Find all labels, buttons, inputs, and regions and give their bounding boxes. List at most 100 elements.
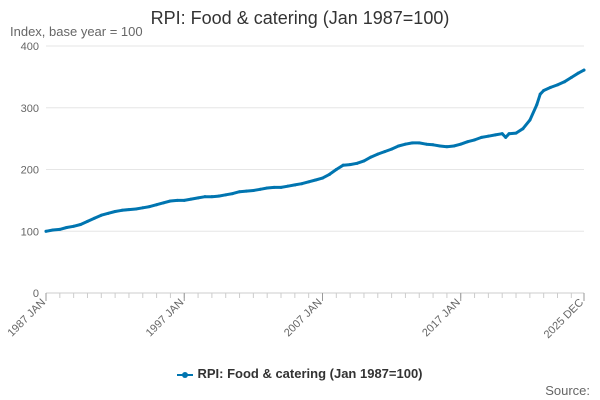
data-point[interactable] [244, 189, 248, 193]
data-point[interactable] [279, 185, 283, 189]
data-point[interactable] [134, 207, 138, 211]
data-point[interactable] [362, 159, 366, 163]
data-point[interactable] [504, 135, 508, 139]
legend[interactable]: RPI: Food & catering (Jan 1987=100) [0, 366, 600, 381]
series-line [44, 68, 586, 233]
data-point[interactable] [300, 182, 304, 186]
data-point[interactable] [334, 168, 338, 171]
data-point[interactable] [127, 208, 131, 212]
data-point[interactable] [403, 142, 407, 146]
data-point[interactable] [113, 209, 117, 213]
y-tick-label: 400 [21, 41, 39, 53]
data-point[interactable] [348, 163, 352, 167]
data-point[interactable] [438, 144, 442, 148]
data-point[interactable] [576, 71, 580, 75]
data-point[interactable] [424, 142, 428, 146]
x-tick-label: 2017 JAN [420, 297, 463, 340]
data-point[interactable] [196, 196, 200, 200]
data-point[interactable] [265, 186, 269, 190]
data-point[interactable] [162, 201, 166, 205]
data-point[interactable] [417, 141, 421, 145]
data-point[interactable] [251, 188, 255, 192]
data-point[interactable] [258, 187, 262, 191]
data-point[interactable] [562, 80, 566, 84]
data-point[interactable] [507, 132, 511, 136]
data-point[interactable] [555, 83, 559, 87]
data-point[interactable] [85, 219, 89, 223]
data-point[interactable] [72, 224, 76, 228]
data-point[interactable] [376, 152, 380, 156]
data-point[interactable] [500, 132, 504, 136]
data-point[interactable] [224, 193, 228, 197]
data-point[interactable] [141, 206, 145, 210]
data-point[interactable] [431, 143, 435, 147]
data-point[interactable] [182, 198, 186, 202]
data-point[interactable] [79, 222, 83, 226]
x-tick-label: 2025 DEC [542, 297, 586, 341]
data-point[interactable] [479, 135, 483, 139]
source-label: Source: [545, 383, 590, 398]
data-point[interactable] [369, 155, 373, 159]
data-point[interactable] [203, 195, 207, 199]
data-point[interactable] [168, 199, 172, 203]
data-point[interactable] [410, 141, 414, 145]
data-point[interactable] [307, 180, 311, 184]
data-point[interactable] [286, 184, 290, 188]
data-point[interactable] [466, 140, 470, 144]
data-point[interactable] [92, 216, 96, 220]
y-tick-label: 100 [21, 226, 39, 238]
data-point[interactable] [320, 176, 324, 180]
data-point[interactable] [341, 163, 345, 167]
data-point[interactable] [521, 127, 525, 131]
data-point[interactable] [493, 133, 497, 137]
data-point[interactable] [44, 229, 48, 233]
data-point[interactable] [459, 142, 463, 146]
data-point[interactable] [397, 144, 401, 148]
data-point[interactable] [175, 198, 179, 202]
x-tick-label: 2007 JAN [282, 297, 325, 340]
data-point[interactable] [355, 161, 359, 165]
data-point[interactable] [106, 211, 110, 215]
data-point[interactable] [383, 150, 387, 154]
data-point[interactable] [528, 118, 532, 122]
y-tick-label: 300 [21, 103, 39, 115]
y-axis-label: Index, base year = 100 [10, 24, 143, 39]
data-point[interactable] [473, 138, 477, 142]
data-point[interactable] [238, 190, 242, 194]
data-point[interactable] [486, 134, 490, 138]
x-tick-labels: 1987 JAN 1997 JAN 2007 JAN 2017 JAN 2025 DEC [5, 297, 586, 341]
y-tick-labels: 0 100 200 300 400 [21, 41, 39, 300]
data-point[interactable] [189, 197, 193, 201]
x-axis [45, 292, 585, 301]
data-point[interactable] [542, 88, 546, 92]
data-point[interactable] [535, 103, 539, 107]
data-point[interactable] [445, 145, 449, 149]
data-point[interactable] [514, 131, 518, 135]
data-point[interactable] [314, 178, 318, 182]
x-tick-label: 1997 JAN [144, 297, 187, 340]
data-point[interactable] [231, 192, 235, 196]
data-point[interactable] [51, 228, 55, 232]
data-point[interactable] [148, 205, 152, 209]
data-point[interactable] [549, 85, 553, 89]
data-point[interactable] [120, 208, 124, 212]
data-point[interactable] [538, 92, 542, 96]
data-point[interactable] [272, 185, 276, 189]
gridlines [46, 45, 584, 232]
data-point[interactable] [327, 172, 331, 176]
data-point[interactable] [569, 75, 573, 79]
data-point[interactable] [390, 147, 394, 151]
data-point[interactable] [99, 213, 103, 217]
data-point[interactable] [217, 194, 221, 198]
data-point[interactable] [452, 144, 456, 148]
data-point[interactable] [582, 68, 586, 72]
data-point[interactable] [210, 195, 214, 199]
data-point[interactable] [58, 227, 62, 231]
legend-swatch [177, 370, 194, 380]
chart-title: RPI: Food & catering (Jan 1987=100) [150, 8, 450, 28]
data-point[interactable] [65, 226, 69, 230]
x-tick-label: 1987 JAN [5, 297, 48, 340]
data-point[interactable] [155, 203, 159, 207]
data-point[interactable] [293, 183, 297, 187]
